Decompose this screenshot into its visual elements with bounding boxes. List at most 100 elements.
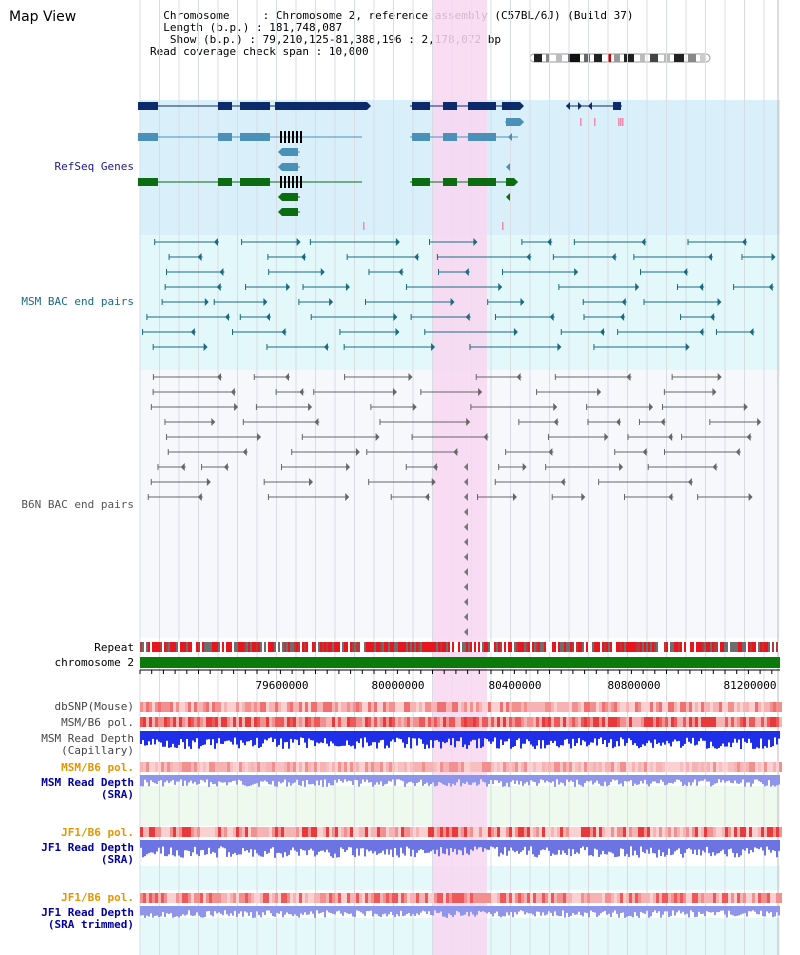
msm-bac-pair[interactable] xyxy=(302,283,350,291)
msm-bac-pair[interactable] xyxy=(573,238,647,246)
b6n-bac-pair[interactable] xyxy=(201,463,229,471)
b6n-bac-pair[interactable] xyxy=(671,373,722,381)
msm-bac-pair[interactable] xyxy=(680,313,716,321)
b6n-bac-pair[interactable] xyxy=(614,448,648,456)
b6n-bac-pair[interactable] xyxy=(647,463,718,471)
b6n-bac-pair[interactable] xyxy=(164,418,216,426)
msm-bac-pair[interactable] xyxy=(245,283,291,291)
msm-bac-pair[interactable] xyxy=(232,328,287,336)
msm-bac-pair[interactable] xyxy=(676,283,705,291)
msm-depth-sra-label[interactable]: MSM Read Depth xyxy=(41,776,134,789)
msm-bac-pair[interactable] xyxy=(146,313,231,321)
msm-bac-pair[interactable] xyxy=(339,328,400,336)
b6n-bac-pair[interactable] xyxy=(405,463,439,471)
b6n-bac-pair[interactable] xyxy=(368,478,436,486)
b6n-bac-pair[interactable] xyxy=(470,403,558,411)
msm-bac-pair[interactable] xyxy=(161,298,209,306)
b6n-bac-pair[interactable] xyxy=(475,373,522,381)
msm-bac-pair[interactable] xyxy=(142,328,196,336)
b6n-bac-pair[interactable] xyxy=(267,493,350,501)
refseq-gene[interactable] xyxy=(410,102,524,110)
msm-bac-pair[interactable] xyxy=(487,298,525,306)
b6n-bac-pair[interactable] xyxy=(477,493,517,501)
b6n-bac-pair[interactable] xyxy=(551,493,586,501)
b6n-bac-pair[interactable] xyxy=(464,508,468,516)
b6n-bac-pair[interactable] xyxy=(494,478,566,486)
b6n-bac-pair[interactable] xyxy=(464,463,468,471)
b6n-bac-pair[interactable] xyxy=(150,403,239,411)
msm-depth-cap-label[interactable]: MSM Read Depth xyxy=(41,732,134,745)
msm-bac-pair[interactable] xyxy=(405,283,503,291)
msm-bac-pair[interactable] xyxy=(643,298,722,306)
b6n-bac-pair[interactable] xyxy=(709,418,762,426)
b6n-bac-pair[interactable] xyxy=(627,433,674,441)
b6n-bac-pair[interactable] xyxy=(370,403,417,411)
b6n-bac-pair[interactable] xyxy=(663,388,717,396)
b6n-bac-pair[interactable] xyxy=(464,583,468,591)
jf1-b6-pol-track[interactable] xyxy=(140,827,782,837)
b6n-bac-pair[interactable] xyxy=(586,403,654,411)
b6n-bac-pair[interactable] xyxy=(301,433,380,441)
b6n-bac-pair[interactable] xyxy=(554,373,632,381)
b6n-bac-pair[interactable] xyxy=(464,598,468,606)
msm-bac-pair[interactable] xyxy=(267,253,307,261)
b6n-bac-pair[interactable] xyxy=(242,418,320,426)
msm-bac-pair[interactable] xyxy=(494,313,555,321)
msm-depth-sra-track[interactable] xyxy=(140,775,780,787)
b6n-bac-pair[interactable] xyxy=(275,388,305,396)
chromosome-label[interactable]: chromosome 2 xyxy=(55,656,134,669)
msm-bac-pair[interactable] xyxy=(521,238,553,246)
b6n-bac-pair[interactable] xyxy=(152,373,223,381)
msm-bac-pair[interactable] xyxy=(617,328,705,336)
msm-bac-pair[interactable] xyxy=(241,238,301,246)
msm-bac-pair[interactable] xyxy=(213,298,268,306)
msm-bac-pair[interactable] xyxy=(633,253,713,261)
b6n-bac-pair[interactable] xyxy=(147,493,203,501)
b6n-bac-pair[interactable] xyxy=(464,628,468,636)
b6n-bac-pair[interactable] xyxy=(255,403,313,411)
b6n-bac-pair[interactable] xyxy=(313,388,397,396)
msm-bac-pair[interactable] xyxy=(268,268,325,276)
b6n-bac-pair[interactable] xyxy=(420,388,483,396)
repeat-track[interactable] xyxy=(140,642,780,652)
jf1-b6-pol-label[interactable]: JF1/B6 pol. xyxy=(61,826,134,839)
refseq-gene[interactable] xyxy=(278,193,510,201)
b6n-bac-pair[interactable] xyxy=(344,373,413,381)
chromosome-ideogram[interactable] xyxy=(528,52,712,64)
refseq-gene[interactable] xyxy=(410,178,518,186)
b6n-bac-pair[interactable] xyxy=(464,613,468,621)
b6n-bac-pair[interactable] xyxy=(379,418,471,426)
jf1-depth-trim-track[interactable] xyxy=(140,906,780,918)
b6n-bac-pair[interactable] xyxy=(166,433,262,441)
msm-bac-pair[interactable] xyxy=(583,313,626,321)
b6n-bac-pair[interactable] xyxy=(411,433,489,441)
msm-bac-pair[interactable] xyxy=(239,313,272,321)
refseq-gene[interactable] xyxy=(566,102,622,110)
jf1-depth-trim-label[interactable]: JF1 Read Depth xyxy=(41,906,134,919)
refseq-gene[interactable] xyxy=(505,118,524,126)
msm-bac-pair[interactable] xyxy=(166,268,225,276)
b6n-bac-pair[interactable] xyxy=(697,493,753,501)
heat-tracks[interactable] xyxy=(140,702,782,918)
msm-bac-pair[interactable] xyxy=(436,253,532,261)
b6n-bac-pair[interactable] xyxy=(587,418,622,426)
msm-bac-pair[interactable] xyxy=(164,283,222,291)
msm-bac-pair[interactable] xyxy=(687,238,748,246)
msm-bac-pair[interactable] xyxy=(154,238,219,246)
b6n-bac-pair[interactable] xyxy=(464,523,468,531)
msm-bac-pair[interactable] xyxy=(502,268,579,276)
msm-bac-pair[interactable] xyxy=(310,313,398,321)
refseq-gene[interactable] xyxy=(138,176,362,188)
refseq-gene[interactable] xyxy=(278,208,300,216)
msm-depth-cap-track[interactable] xyxy=(140,731,780,749)
msm-b6-pol-label[interactable]: MSM/B6 pol. xyxy=(61,716,134,729)
refseq-gene[interactable] xyxy=(138,102,371,110)
msm-bac-pair[interactable] xyxy=(309,238,400,246)
b6n-bac-pair[interactable] xyxy=(464,493,468,501)
dbsnp-track[interactable] xyxy=(140,702,782,712)
msm-b6-pol-track[interactable] xyxy=(140,717,782,727)
msm-bac-pair[interactable] xyxy=(298,298,334,306)
b6n-bac-pair[interactable] xyxy=(291,448,360,456)
msm-bac-pair[interactable] xyxy=(640,268,689,276)
b6n-bac-pair[interactable] xyxy=(505,448,554,456)
